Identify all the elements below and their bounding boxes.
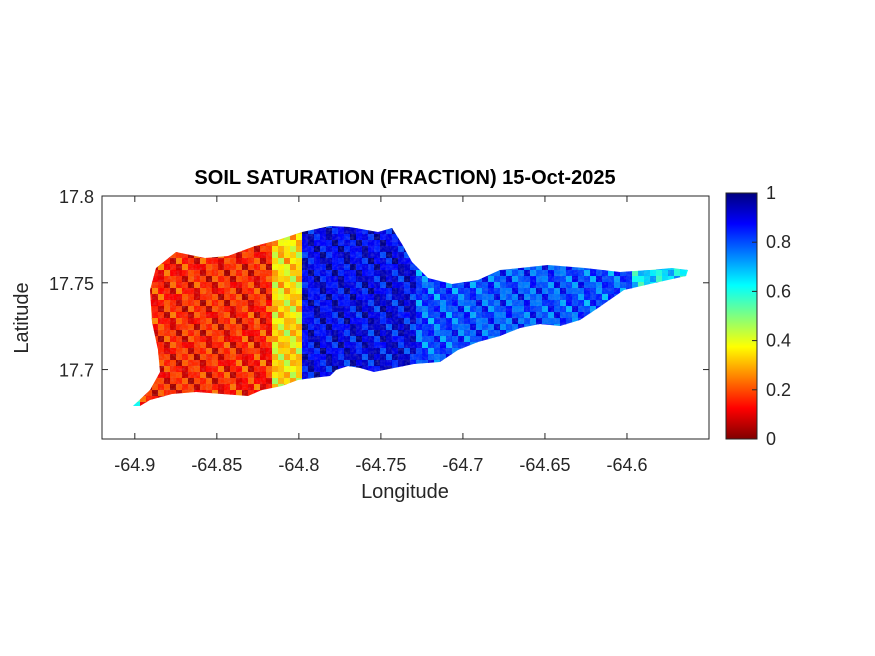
x-tick-label: -64.6 [606,455,647,475]
colorbar [725,192,758,440]
x-axis: -64.9 -64.85 -64.8 -64.75 -64.7 -64.65 -64.6 [114,196,647,475]
x-tick-label: -64.7 [442,455,483,475]
y-axis-label: Latitude [11,282,33,353]
colorbar-tick-label: 1 [766,183,776,203]
colorbar-tick-label: 0.6 [766,281,791,301]
colorbar-tick-label: 0.4 [766,331,791,351]
colorbar-tick-label: 0.2 [766,380,791,400]
y-axis: 17.7 17.75 17.8 [49,187,709,381]
x-tick-label: -64.8 [278,455,319,475]
x-tick-label: -64.65 [519,455,570,475]
x-axis-label: Longitude [361,481,449,503]
colorbar-tick-label: 0 [766,429,776,449]
y-tick-label: 17.8 [59,187,94,207]
x-tick-label: -64.9 [114,455,155,475]
colorbar-tick-label: 0.8 [766,232,791,252]
chart-title: SOIL SATURATION (FRACTION) 15-Oct-2025 [194,167,615,189]
x-tick-label: -64.85 [191,455,242,475]
y-tick-label: 17.75 [49,274,94,294]
colorbar-ticks: 0 0.2 0.4 0.6 0.8 1 [752,183,791,449]
x-tick-label: -64.75 [355,455,406,475]
y-tick-label: 17.7 [59,361,94,381]
